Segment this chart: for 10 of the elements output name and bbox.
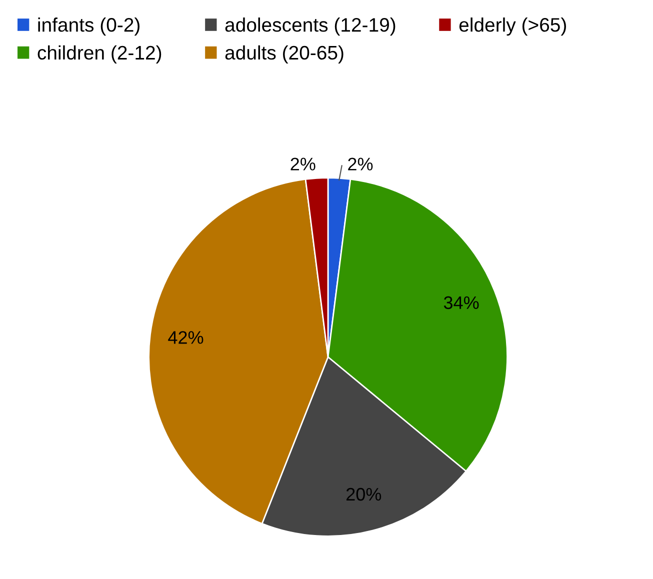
data-label: 42% [168, 331, 204, 344]
data-label: 20% [346, 488, 382, 501]
legend-label: adolescents (12-19) [225, 18, 396, 36]
legend-label: children (2-12) [38, 45, 162, 64]
data-label: 34% [444, 296, 479, 310]
data-label: 2% [348, 158, 373, 170]
legend-label: adults (20-65) [225, 45, 344, 64]
legend-label: infants (0-2) [38, 18, 140, 36]
data-label: 2% [290, 158, 316, 170]
legend-label: elderly (>65) [459, 18, 566, 36]
